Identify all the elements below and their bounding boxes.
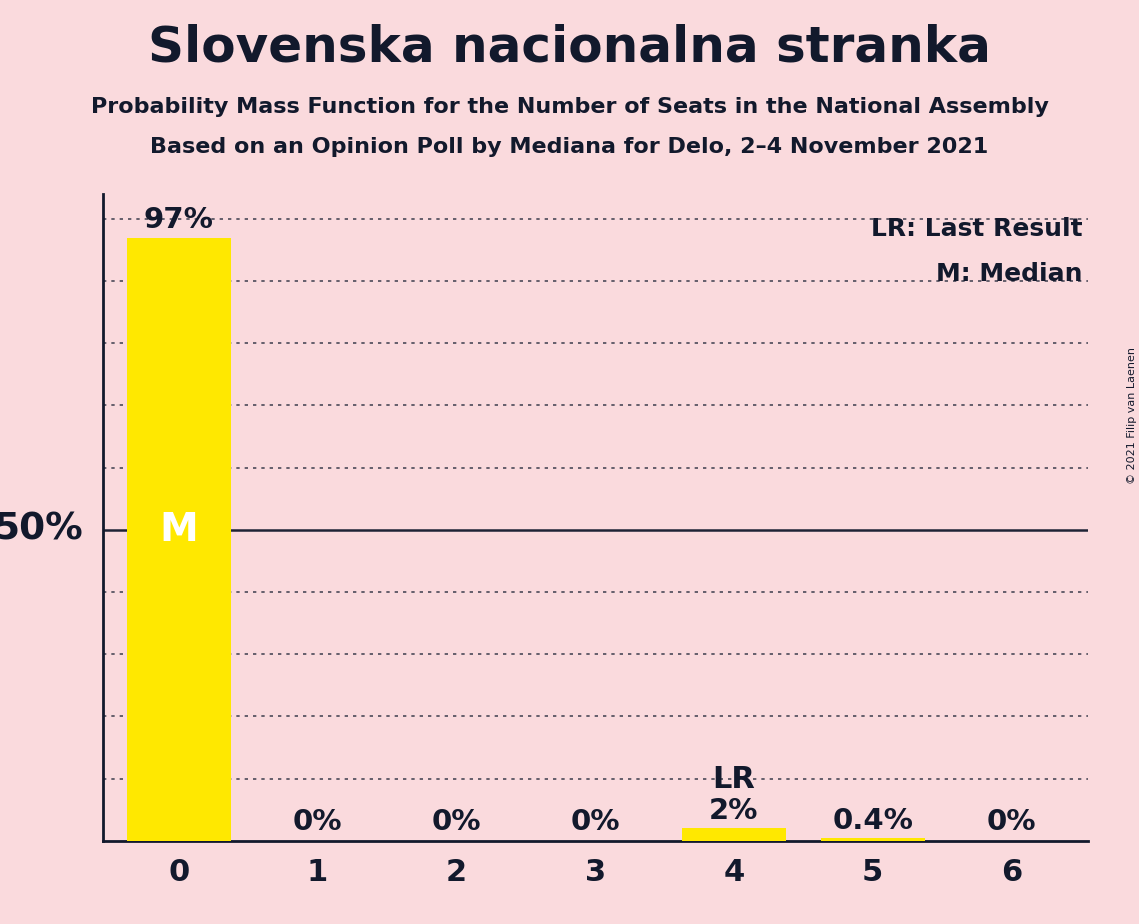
Bar <box>682 829 786 841</box>
Text: 0%: 0% <box>571 808 620 836</box>
Text: 0%: 0% <box>432 808 481 836</box>
Text: Slovenska nacionalna stranka: Slovenska nacionalna stranka <box>148 23 991 71</box>
Text: LR: Last Result: LR: Last Result <box>871 217 1083 240</box>
Text: 97%: 97% <box>144 206 214 235</box>
Text: 0%: 0% <box>293 808 343 836</box>
Text: 2%: 2% <box>710 797 759 825</box>
Bar <box>126 237 231 841</box>
Text: © 2021 Filip van Laenen: © 2021 Filip van Laenen <box>1126 347 1137 484</box>
Bar <box>820 838 925 841</box>
Text: LR: LR <box>713 765 755 795</box>
Text: Based on an Opinion Poll by Mediana for Delo, 2–4 November 2021: Based on an Opinion Poll by Mediana for … <box>150 137 989 157</box>
Text: Probability Mass Function for the Number of Seats in the National Assembly: Probability Mass Function for the Number… <box>91 97 1048 117</box>
Text: M: Median: M: Median <box>936 262 1083 286</box>
Text: 50%: 50% <box>0 512 83 548</box>
Text: 0%: 0% <box>986 808 1036 836</box>
Text: 0.4%: 0.4% <box>833 808 913 835</box>
Text: M: M <box>159 511 198 549</box>
